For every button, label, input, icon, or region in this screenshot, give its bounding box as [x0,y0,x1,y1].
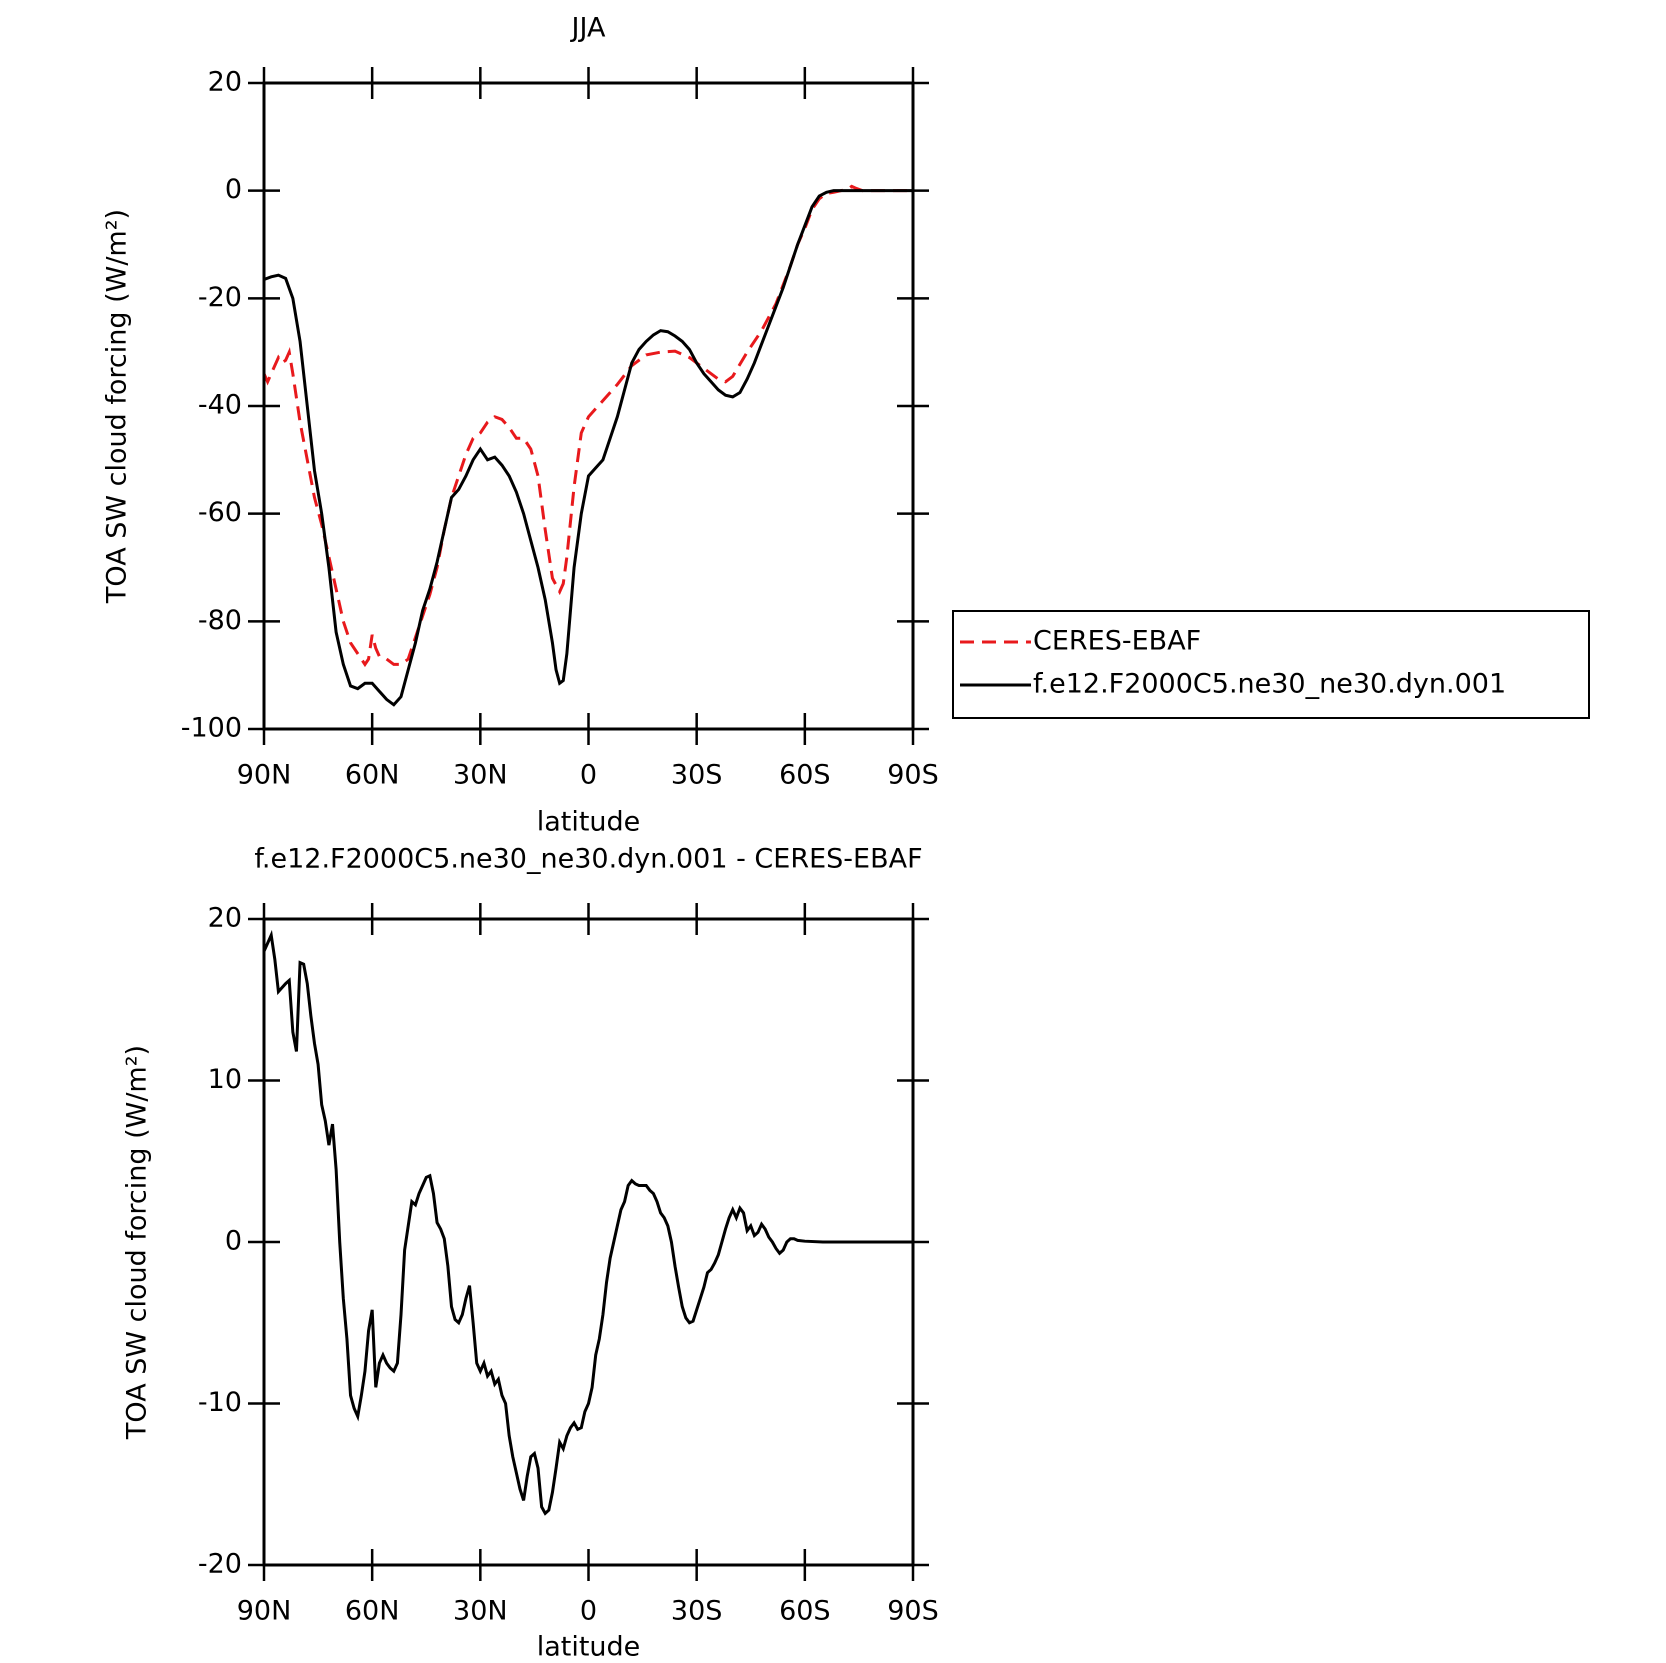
chart-title: JJA [570,13,606,44]
data-line [262,184,913,668]
y-tick-label: 0 [225,1226,242,1257]
y-tick-label: 20 [208,67,242,98]
x-tick-label: 90S [887,1596,939,1627]
y-tick-label: -40 [198,390,242,421]
legend-label: CERES-EBAF [1033,626,1201,657]
legend-label: f.e12.F2000C5.ne30_ne30.dyn.001 [1033,669,1506,700]
x-tick-label: 0 [580,1596,597,1627]
x-tick-label: 90N [237,1596,292,1627]
data-line [263,189,913,707]
x-tick-label: 60N [345,1596,400,1627]
y-tick-label: 0 [225,174,242,205]
y-axis-label: TOA SW cloud forcing (W/m²) [102,209,133,604]
x-tick-label: 90N [237,760,292,791]
y-axis-label: TOA SW cloud forcing (W/m²) [122,1045,153,1440]
y-tick-label: -60 [198,497,242,528]
y-tick-label: -80 [198,605,242,636]
legend-box [952,610,1590,719]
x-axis-label: latitude [537,1632,641,1663]
x-tick-label: 30S [671,760,723,791]
y-tick-label: 10 [208,1064,242,1095]
x-tick-label: 60S [779,760,831,791]
plot-frame [262,917,915,1567]
chart-title: f.e12.F2000C5.ne30_ne30.dyn.001 - CERES-… [254,844,922,875]
x-tick-label: 30N [453,1596,508,1627]
y-tick-label: -20 [198,1549,242,1580]
y-tick-label: 20 [208,903,242,934]
x-tick-label: 90S [887,760,939,791]
x-tick-label: 60N [345,760,400,791]
x-axis-label: latitude [537,807,641,838]
x-tick-label: 30N [453,760,508,791]
plot-frame [262,81,915,731]
x-tick-label: 0 [580,760,597,791]
y-tick-label: -100 [181,713,242,744]
x-tick-label: 60S [779,1596,831,1627]
y-tick-label: -10 [198,1387,242,1418]
x-tick-label: 30S [671,1596,723,1627]
data-line [262,929,913,1516]
y-tick-label: -20 [198,282,242,313]
